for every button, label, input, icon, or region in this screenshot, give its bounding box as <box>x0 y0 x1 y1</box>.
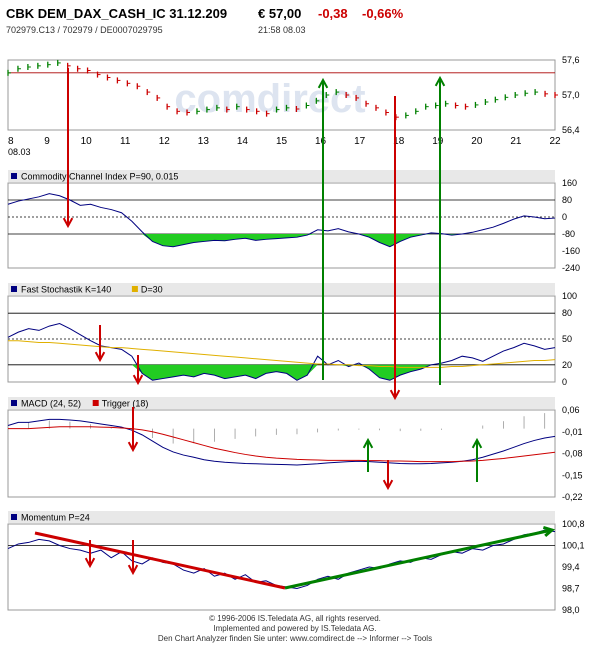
series-line-macd <box>8 426 556 463</box>
panel-label-momentum: Momentum P=24 <box>21 513 90 523</box>
x-tick-label: 20 <box>471 136 483 147</box>
y-tick-label-momentum: 100,1 <box>562 541 585 551</box>
panel-header-momentum <box>8 511 555 523</box>
panel-frame-cci <box>7 182 556 269</box>
y-tick-label-stochastic: 80 <box>562 308 572 318</box>
y-tick-label-momentum: 98,7 <box>562 584 580 594</box>
x-tick-label: 14 <box>237 136 249 147</box>
legend-swatch2-stochastic <box>131 286 138 292</box>
legend-swatch2-macd <box>92 400 99 406</box>
x-tick-label: 15 <box>276 136 288 147</box>
x-tick-label: 9 <box>44 136 50 147</box>
annotation-arrow-down-head <box>127 441 139 453</box>
panel-header-macd <box>8 397 555 409</box>
panel-header-stochastic <box>8 283 555 295</box>
x-sublabel: 08.03 <box>8 147 31 157</box>
chart-header: CBK DEM_DAX_CASH_IC 31.12.209 € 57,00 -0… <box>0 0 590 40</box>
annotation-arrow-down-head <box>62 217 74 229</box>
x-tick-label: 13 <box>198 136 210 147</box>
y-tick-label-cci: -240 <box>562 263 580 273</box>
quote-date: 08.03 <box>283 25 306 35</box>
footer-copyright: © 1996-2006 IS.Teledata AG, all rights r… <box>209 614 381 623</box>
y-tick-label-cci: 80 <box>562 195 572 205</box>
y-tick-label-macd: -0,01 <box>562 427 583 437</box>
quote-time: 21:58 <box>258 25 281 35</box>
footer: © 1996-2006 IS.Teledata AG, all rights r… <box>0 614 590 644</box>
y-tick-label-stochastic: 50 <box>562 334 572 344</box>
x-tick-label: 16 <box>315 136 327 147</box>
panel-header-cci <box>8 170 555 182</box>
annotation-arrow-down-head <box>84 557 96 569</box>
x-tick-label: 10 <box>81 136 93 147</box>
x-tick-label: 21 <box>510 136 522 147</box>
annotation-arrow-up-head <box>317 77 329 89</box>
panel-label-macd: MACD (24, 52) <box>21 399 81 409</box>
x-tick-label: 8 <box>8 136 14 147</box>
annotation-arrow-down-head <box>127 564 139 576</box>
price-change-percent: -0,66% <box>362 6 404 21</box>
x-tick-label: 18 <box>393 136 405 147</box>
x-tick-label: 22 <box>549 136 561 147</box>
trend-line-down <box>34 531 286 590</box>
panel-label-stochastic: Fast Stochastik K=140 <box>21 285 111 295</box>
watermark: comdirect <box>174 77 365 121</box>
y-tick-label-price: 56,4 <box>562 125 580 135</box>
legend-swatch-cci <box>11 173 17 179</box>
annotation-arrow-down-head <box>132 374 144 386</box>
price-change: -0,38 <box>318 6 348 21</box>
legend-swatch-stochastic <box>11 286 17 292</box>
y-tick-label-macd: -0,08 <box>562 449 583 459</box>
footer-implemented: Implemented and powered by IS.Teledata A… <box>213 624 377 633</box>
panel-label2-stochastic: D=30 <box>141 285 163 295</box>
y-tick-label-stochastic: 20 <box>562 360 572 370</box>
y-tick-label-cci: -80 <box>562 229 575 239</box>
instrument-title: CBK DEM_DAX_CASH_IC 31.12.209 <box>6 6 228 21</box>
y-tick-label-stochastic: 0 <box>562 377 567 387</box>
panel-frame-momentum <box>7 523 556 611</box>
x-tick-label: 19 <box>432 136 444 147</box>
annotation-arrow-down-head <box>389 389 401 401</box>
y-tick-label-momentum: 99,4 <box>562 562 580 572</box>
fill-area-cci <box>8 234 555 247</box>
instrument-ids: 702979.C13 / 702979 / DE0007029795 <box>6 25 163 35</box>
trend-line-up-head <box>542 526 556 538</box>
annotation-arrow-up-head <box>362 437 374 449</box>
x-tick-label: 11 <box>120 136 131 147</box>
annotation-arrow-up-head <box>471 437 483 449</box>
y-tick-label-macd: 0,06 <box>562 405 580 415</box>
y-tick-label-momentum: 98,0 <box>562 605 580 615</box>
y-tick-label-momentum: 100,8 <box>562 519 585 529</box>
y-tick-label-price: 57,6 <box>562 55 580 65</box>
series-line-stochastic <box>8 340 556 368</box>
y-tick-label-price: 57,0 <box>562 90 580 100</box>
legend-swatch-momentum <box>11 514 17 520</box>
y-tick-label-stochastic: 100 <box>562 291 577 301</box>
last-price: € 57,00 <box>258 6 302 21</box>
series-line-cci <box>7 193 556 248</box>
annotation-arrow-down-head <box>94 351 106 363</box>
panel-label2-macd: Trigger (18) <box>102 399 149 409</box>
y-tick-label-cci: 0 <box>562 212 567 222</box>
legend-swatch-macd <box>11 400 17 406</box>
footer-link-text[interactable]: Den Chart Analyzer finden Sie unter: www… <box>157 634 433 643</box>
y-tick-label-cci: -160 <box>562 246 580 256</box>
panel-frame-macd <box>7 409 556 498</box>
annotation-arrow-down-head <box>382 479 394 491</box>
y-tick-label-macd: -0,15 <box>562 470 583 480</box>
x-tick-label: 12 <box>159 136 171 147</box>
x-tick-label: 17 <box>354 136 366 147</box>
annotation-arrow-up-head <box>434 75 446 87</box>
panel-label-cci: Commodity Channel Index P=90, 0.015 <box>21 172 178 182</box>
trend-line-up <box>284 528 553 590</box>
y-tick-label-macd: -0,22 <box>562 492 583 502</box>
y-tick-label-cci: 160 <box>562 178 577 188</box>
